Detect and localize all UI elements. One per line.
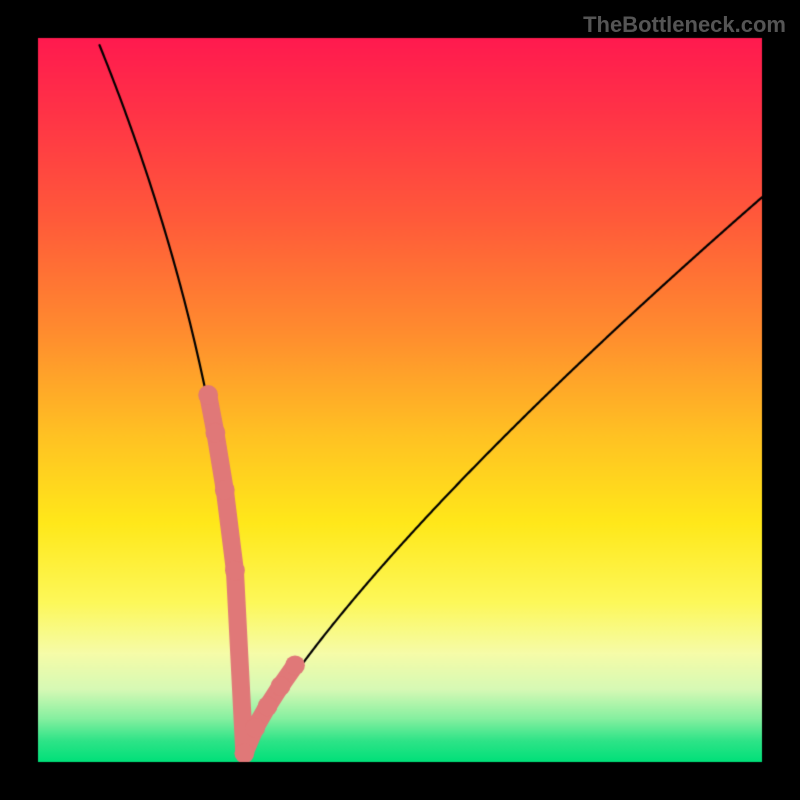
- chart-stage: TheBottleneck.com: [0, 0, 800, 800]
- watermark-text: TheBottleneck.com: [583, 12, 786, 38]
- bottleneck-curve-chart: [0, 0, 800, 800]
